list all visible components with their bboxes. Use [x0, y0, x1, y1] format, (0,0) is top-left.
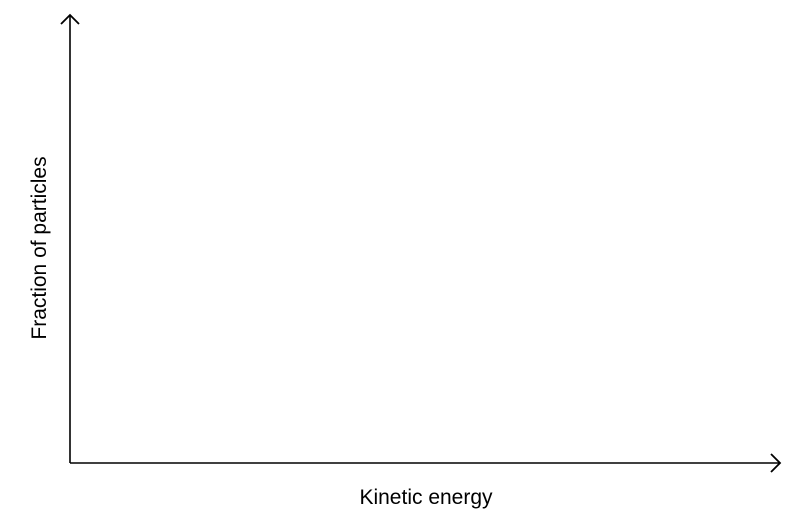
y-axis-arrowhead: [60, 13, 80, 25]
x-axis-arrowhead: [770, 453, 782, 473]
y-axis-label: Fraction of particles: [28, 156, 51, 339]
x-axis-label: Kinetic energy: [359, 486, 493, 509]
